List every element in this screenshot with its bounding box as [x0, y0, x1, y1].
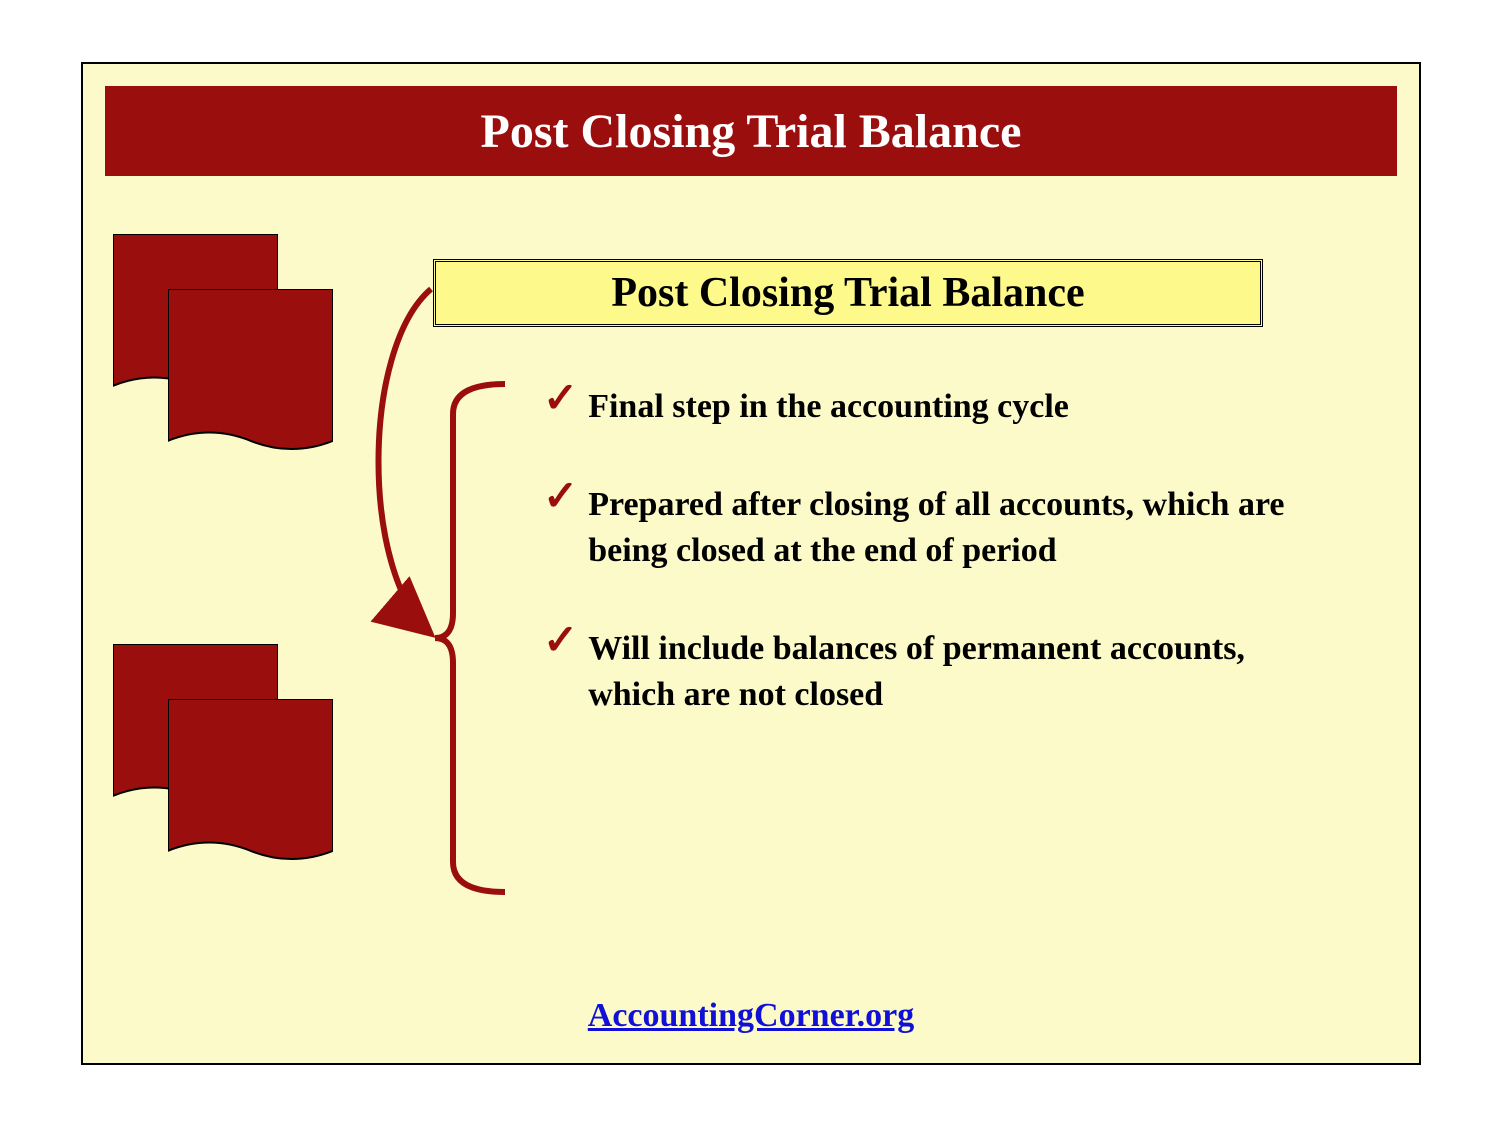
slide: Post Closing Trial Balance Post Closing …	[81, 62, 1421, 1065]
curly-brace	[423, 374, 515, 902]
bullet-text: Will include balances of permanent accou…	[588, 626, 1323, 718]
doc-pair-2	[113, 644, 343, 874]
bullet-list: ✓ Final step in the accounting cycle ✓ P…	[543, 384, 1323, 769]
document-icon	[168, 699, 333, 864]
doc-pair-1	[113, 234, 343, 464]
list-item: ✓ Prepared after closing of all accounts…	[543, 482, 1323, 574]
checkmark-icon: ✓	[543, 620, 578, 662]
checkmark-icon: ✓	[543, 378, 578, 420]
list-item: ✓ Will include balances of permanent acc…	[543, 626, 1323, 718]
document-icon	[168, 289, 333, 454]
bullet-text: Final step in the accounting cycle	[588, 384, 1069, 430]
list-item: ✓ Final step in the accounting cycle	[543, 384, 1323, 430]
subtitle-box: Post Closing Trial Balance	[433, 259, 1263, 327]
footer-link-text: AccountingCorner.org	[588, 997, 914, 1034]
title-banner: Post Closing Trial Balance	[105, 86, 1397, 176]
checkmark-icon: ✓	[543, 476, 578, 518]
footer-link[interactable]: AccountingCorner.org	[83, 997, 1419, 1035]
bullet-text: Prepared after closing of all accounts, …	[588, 482, 1323, 574]
subtitle-text: Post Closing Trial Balance	[611, 269, 1084, 317]
title-text: Post Closing Trial Balance	[481, 104, 1022, 159]
